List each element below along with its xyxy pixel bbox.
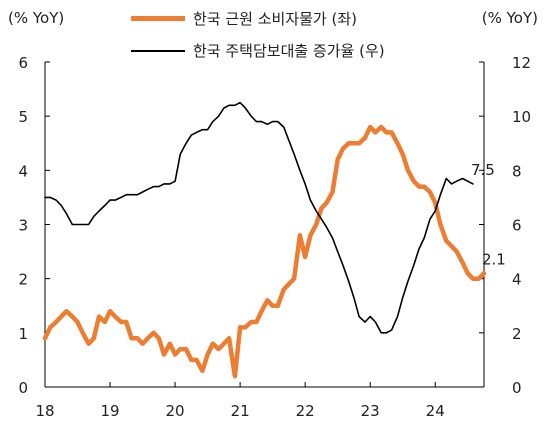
x-tick-label: 20	[166, 402, 185, 420]
series-line-core-cpi	[42, 124, 487, 379]
x-tick-label: 18	[35, 402, 54, 420]
left-tick-label: 5	[18, 108, 28, 126]
right-tick-label: 12	[512, 54, 531, 72]
end-value-label-mortgage-growth: 7.5	[471, 161, 495, 179]
left-tick-label: 0	[18, 379, 28, 397]
left-tick-label: 4	[18, 162, 28, 180]
x-tick-label: 22	[296, 402, 315, 420]
left-tick-label: 1	[18, 325, 28, 343]
legend-label-mortgage-growth: 한국 주택담보대출 증가율 (우)	[193, 42, 385, 60]
x-tick-label: 19	[100, 402, 119, 420]
legend-item-mortgage-growth: 한국 주택담보대출 증가율 (우)	[131, 40, 385, 61]
legend-label-core-cpi: 한국 근원 소비자물가 (좌)	[193, 10, 358, 28]
right-tick-label: 4	[512, 271, 522, 289]
right-tick-label: 6	[512, 217, 522, 235]
left-tick-label: 6	[18, 54, 28, 72]
legend-swatch-mortgage-growth	[131, 49, 185, 52]
right-tick-label: 0	[512, 379, 522, 397]
right-axis-title: (% YoY)	[481, 9, 538, 27]
series-line-mortgage-growth	[44, 101, 474, 334]
right-tick-label: 8	[512, 162, 522, 180]
right-tick-label: 10	[512, 108, 531, 126]
legend-swatch-core-cpi	[131, 16, 185, 21]
right-tick-label: 2	[512, 325, 522, 343]
left-tick-label: 3	[18, 217, 28, 235]
left-axis-title: (% YoY)	[8, 9, 65, 27]
left-tick-label: 2	[18, 271, 28, 289]
legend-item-core-cpi: 한국 근원 소비자물가 (좌)	[131, 8, 357, 29]
x-tick-label: 24	[426, 402, 445, 420]
end-value-label-core-cpi: 2.1	[482, 250, 506, 268]
x-tick-label: 23	[361, 402, 380, 420]
x-tick-label: 21	[231, 402, 250, 420]
